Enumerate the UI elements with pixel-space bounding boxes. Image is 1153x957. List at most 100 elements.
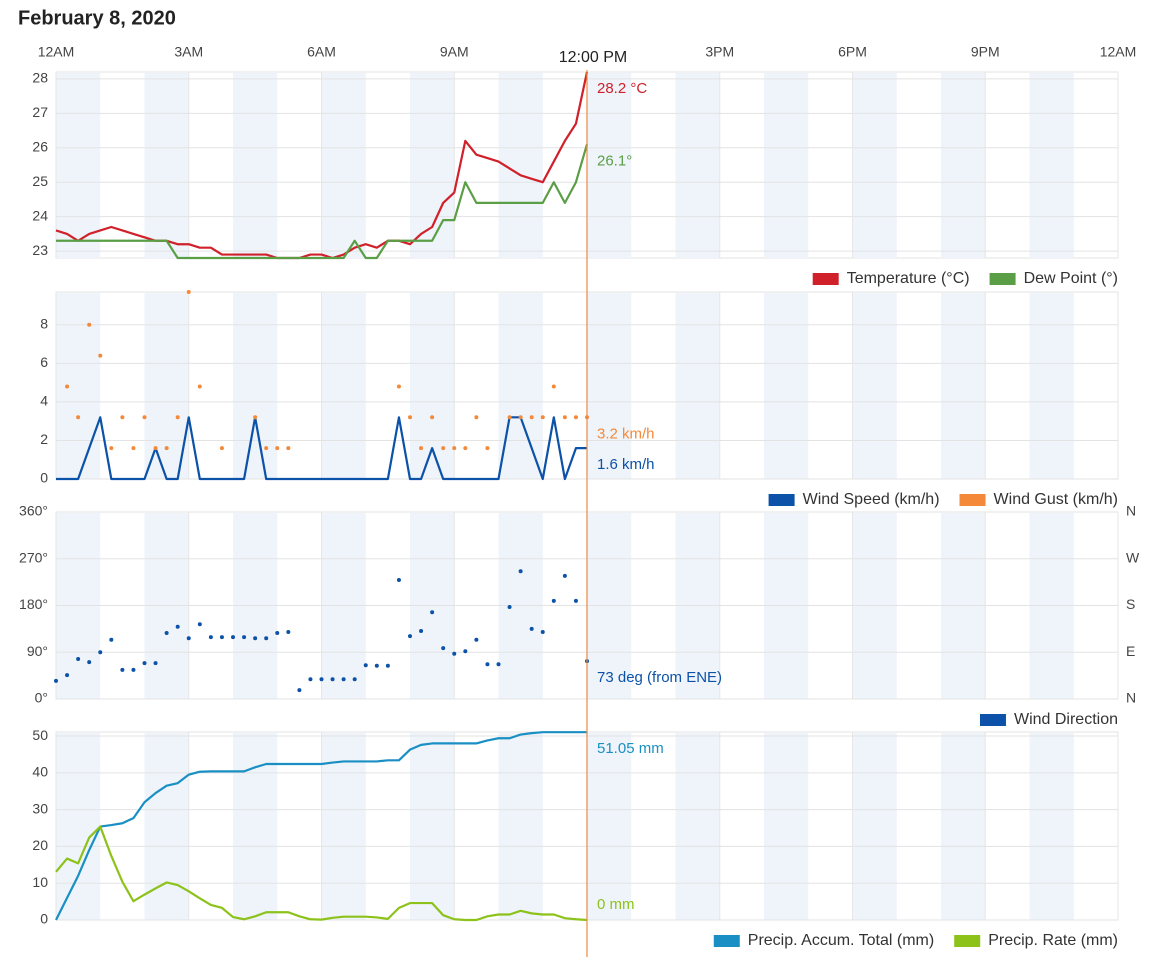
series-dot: [408, 634, 412, 639]
hour-band: [941, 733, 986, 920]
series-dot: [98, 353, 103, 358]
hour-band: [498, 293, 543, 479]
series-dot: [131, 667, 136, 672]
series-dot: [219, 446, 224, 451]
y-tick-label: 23: [32, 242, 48, 258]
panel: 0 2 4 6 8 1.6 km/h 3.2 km/h: [40, 290, 1119, 486]
hour-band: [852, 293, 897, 479]
y-tick-label: 90°: [27, 643, 48, 659]
y2-tick-label: E: [1126, 643, 1135, 659]
series-dot: [286, 446, 291, 451]
series-dot: [396, 384, 401, 389]
series-dot: [529, 626, 534, 631]
legend-label: Wind Speed (km/h): [803, 491, 940, 508]
series-dot: [142, 415, 147, 420]
y-tick-label: 26: [32, 138, 48, 154]
series-dot: [385, 663, 390, 668]
series-dot: [76, 657, 81, 662]
current-value-label: 73 deg (from ENE): [597, 669, 722, 686]
hour-band: [764, 73, 809, 258]
series-dot: [153, 446, 158, 451]
series-dot: [419, 628, 424, 633]
series-dot: [109, 637, 114, 642]
series-dot: [396, 578, 401, 583]
series-dot: [297, 688, 302, 693]
hour-band: [56, 73, 101, 258]
crosshair-label: 12:00 PM: [559, 49, 627, 66]
current-value-label: 26.1°: [597, 152, 632, 169]
series-dot: [264, 446, 269, 451]
series-dot: [408, 415, 412, 420]
series-dot: [529, 415, 534, 420]
series-dot: [175, 415, 180, 420]
series-dot: [419, 446, 424, 451]
series-dot: [441, 446, 446, 451]
hour-band: [852, 733, 897, 920]
y2-tick-label: N: [1126, 690, 1136, 706]
y-tick-label: 40: [32, 764, 48, 780]
hour-band: [498, 733, 543, 920]
series-dot: [341, 677, 346, 682]
hour-band: [764, 733, 809, 920]
series-dot: [164, 631, 169, 636]
series-dot: [551, 384, 556, 389]
series-dot: [441, 646, 446, 651]
hour-band: [941, 73, 986, 258]
legend-label: Wind Direction: [1014, 711, 1118, 728]
series-dot: [562, 573, 567, 578]
hour-band: [144, 733, 189, 920]
series-dot: [308, 677, 313, 682]
series-dot: [175, 624, 180, 629]
series-dot: [485, 662, 490, 667]
legend-label: Temperature (°C): [847, 270, 970, 287]
series-dot: [430, 610, 435, 615]
hour-band: [587, 733, 632, 920]
legend-label: Precip. Rate (mm): [988, 932, 1118, 949]
hour-band: [1029, 733, 1074, 920]
series-dot: [98, 650, 103, 655]
x-tick-label: 3PM: [705, 44, 734, 60]
legend-swatch: [989, 273, 1016, 285]
hour-band: [233, 293, 278, 479]
hour-band: [410, 73, 455, 258]
legend-label: Precip. Accum. Total (mm): [748, 932, 934, 949]
legend-label: Wind Gust (km/h): [994, 491, 1118, 508]
series-dot: [153, 661, 158, 666]
hour-band: [852, 73, 897, 258]
series-dot: [275, 631, 280, 636]
y-tick-label: 270°: [19, 549, 48, 565]
x-tick-label: 3AM: [174, 44, 203, 60]
legend-swatch: [979, 714, 1006, 726]
series-dot: [463, 649, 468, 654]
y-tick-label: 180°: [19, 596, 48, 612]
current-value-label: 0 mm: [597, 896, 635, 913]
y-tick-label: 0: [40, 470, 48, 486]
y2-tick-label: N: [1126, 503, 1136, 519]
series-dot: [518, 415, 523, 420]
series-dot: [507, 415, 512, 420]
panel: 23 24 25 26 27 28 28.2 °C 26.1°: [32, 70, 1119, 260]
y-tick-label: 6: [40, 354, 48, 370]
series-dot: [540, 629, 545, 634]
hour-band: [587, 73, 632, 258]
hour-band: [233, 733, 278, 920]
series-dot: [186, 290, 191, 294]
series-line: [56, 144, 589, 260]
y-tick-label: 28: [32, 70, 48, 86]
y-tick-label: 25: [32, 173, 48, 189]
x-tick-label: 9PM: [971, 44, 1000, 60]
series-dot: [208, 635, 213, 640]
legend-swatch: [959, 494, 986, 506]
series-dot: [518, 569, 523, 574]
series-line: [56, 416, 587, 481]
current-value-label: 28.2 °C: [597, 80, 647, 97]
legend-label: Dew Point (°): [1024, 270, 1118, 287]
series-dot: [120, 667, 125, 672]
series-line: [55, 825, 588, 922]
hour-band: [1029, 73, 1074, 258]
hour-band: [56, 293, 101, 479]
hour-band: [56, 733, 101, 920]
hour-band: [321, 733, 366, 920]
y-tick-label: 8: [40, 315, 48, 331]
series-dot: [242, 635, 247, 640]
